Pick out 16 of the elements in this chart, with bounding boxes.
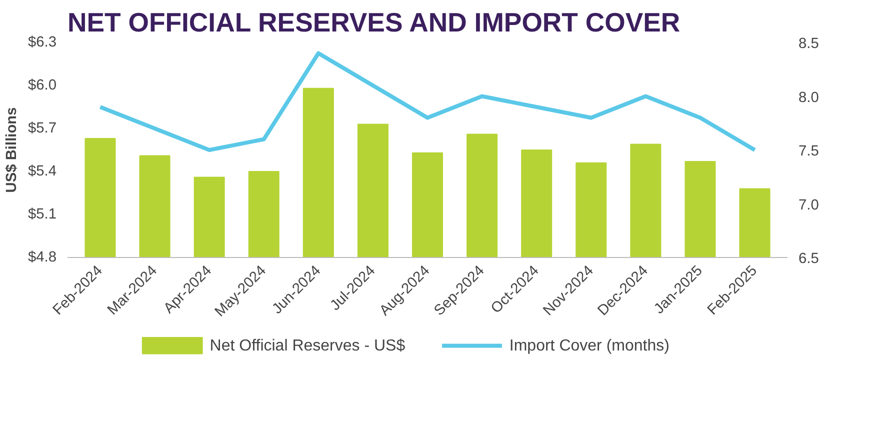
y2-tick-label: 7.5 [798, 144, 819, 160]
y-axis-title: US$ Billions [4, 107, 20, 193]
y2-tick-label: 6.5 [798, 251, 819, 267]
y-tick-label: $5.7 [28, 120, 57, 136]
line-series [98, 51, 757, 152]
y2-tick-label: 8.0 [798, 90, 819, 106]
y-tick-label: $6.0 [28, 78, 57, 94]
legend-label: Import Cover (months) [509, 337, 670, 354]
y-tick-label: $6.3 [28, 34, 57, 50]
y-tick-label: $4.8 [28, 250, 57, 266]
y2-tick-label: 8.5 [798, 36, 819, 52]
chart-title: NET OFFICIAL RESERVES AND IMPORT COVER [68, 8, 680, 38]
y2-tick-label: 7.0 [798, 197, 819, 214]
legend-label: Net Official Reserves - US$ [210, 337, 406, 354]
y-tick-label: $5.1 [28, 206, 57, 222]
y-tick-label: $5.4 [28, 164, 57, 180]
